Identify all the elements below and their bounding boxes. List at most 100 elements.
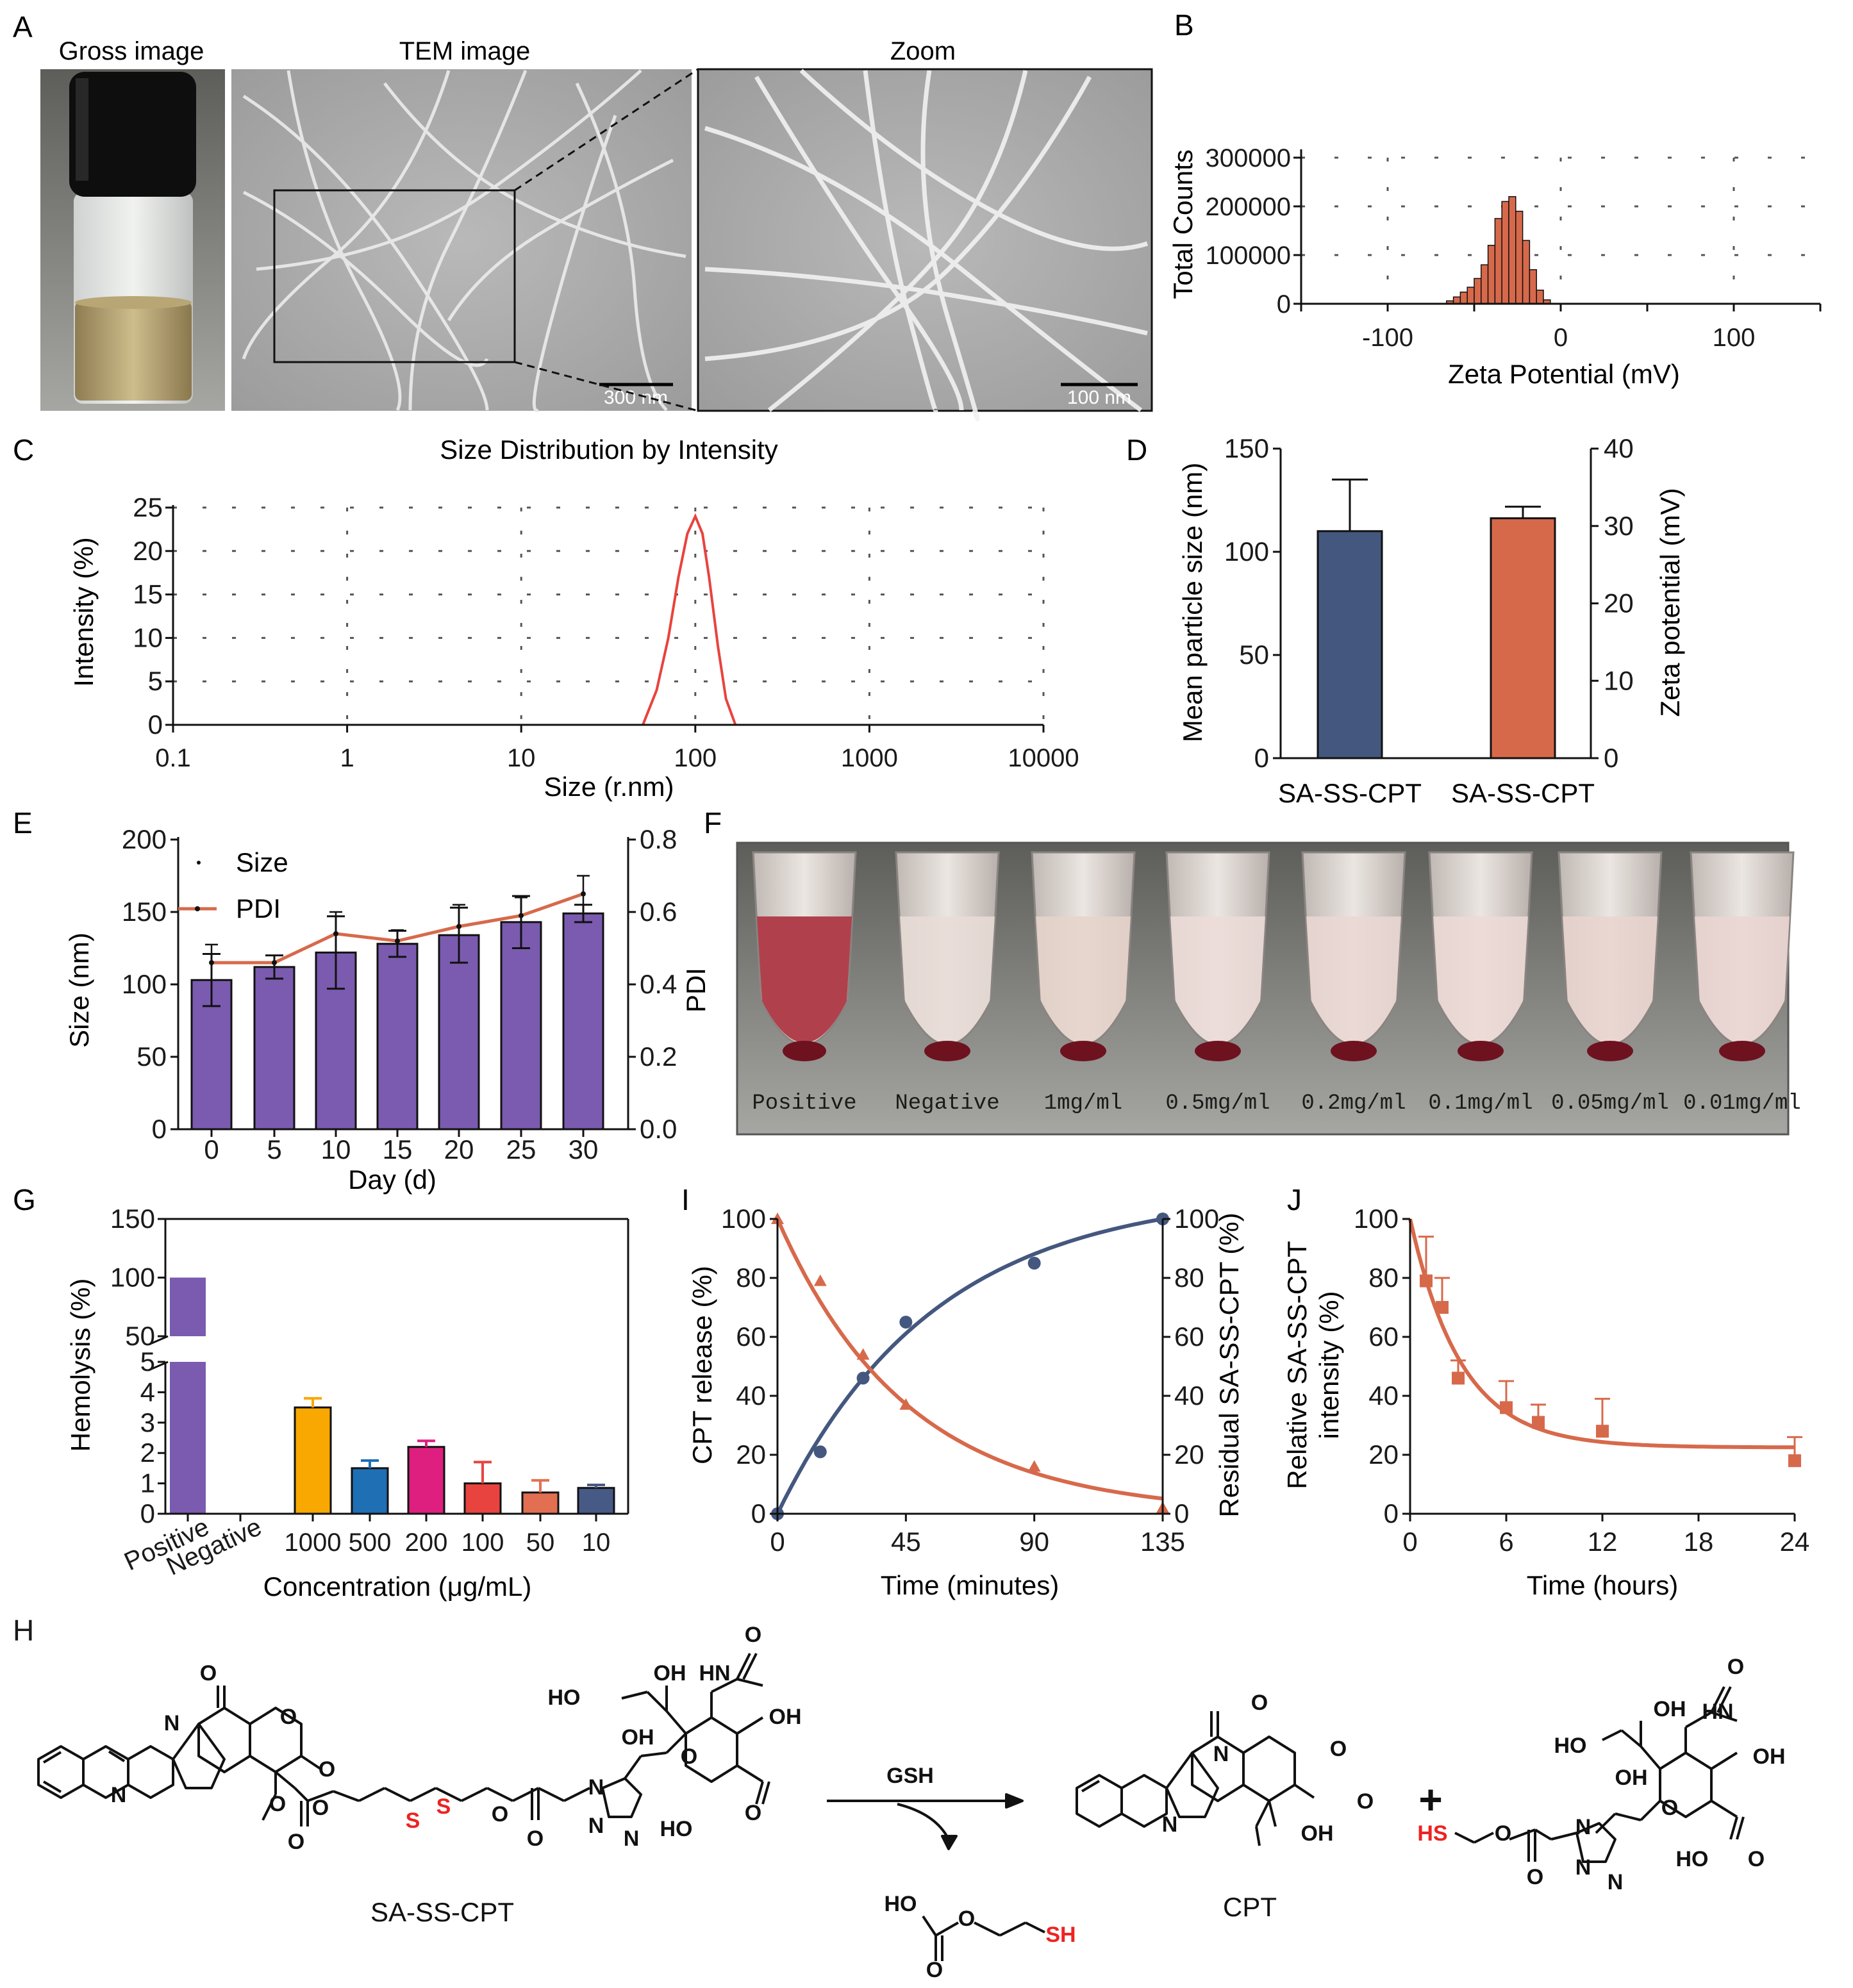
panel-a-title-gross: Gross image xyxy=(59,37,204,65)
reactant-label: SA-SS-CPT xyxy=(370,1897,514,1927)
panel-b-yticks: 0 100000 200000 300000 xyxy=(1206,144,1301,319)
panel-c-ytick-label-2: 10 xyxy=(133,622,163,652)
panel-i-plot xyxy=(771,1213,1169,1520)
panel-e-legend: Size PDI xyxy=(178,847,288,924)
panel-e-ytick-right-label-0: 0.0 xyxy=(640,1114,677,1144)
panel-i-ylabel-left: CPT release (%) xyxy=(687,1266,717,1464)
prod-atom-o-1: O xyxy=(1495,1821,1511,1846)
panel-e-ylabel-left: Size (nm) xyxy=(64,932,94,1048)
atom-s-1: S xyxy=(406,1809,420,1833)
panel-e-xtick-label-3: 15 xyxy=(383,1134,413,1164)
byproduct-o-1: O xyxy=(958,1907,975,1931)
panel-i-ytick-left-label-1: 20 xyxy=(736,1439,766,1470)
panel-e-xtick-label-4: 20 xyxy=(444,1134,474,1164)
panel-e-bar-5 xyxy=(500,921,542,1131)
panel-j-ytick-label-0: 0 xyxy=(1384,1498,1399,1528)
prod-atom-ho-1: HO xyxy=(1554,1734,1587,1758)
panel-i-xtick-label-0: 0 xyxy=(770,1527,785,1557)
zoom-image: 100 nm xyxy=(697,68,1153,422)
panel-b-xtick-label-2: 100 xyxy=(1713,324,1756,352)
panel-letter-j: J xyxy=(1287,1183,1302,1216)
panel-i-residual-point-4 xyxy=(1027,1460,1041,1472)
panel-j-ticks: 0 6 12 18 24 0 20 40 60 80 100 xyxy=(1354,1204,1809,1557)
panel-b-xtick-label-0: -100 xyxy=(1362,324,1413,352)
panel-b-bar-11 xyxy=(1522,240,1531,304)
panel-e-bar-3 xyxy=(376,943,419,1131)
panel-c-grid xyxy=(173,506,1045,725)
tube-liquid-7 xyxy=(1695,916,1790,1043)
panel-j-ytick-label-1: 20 xyxy=(1368,1439,1399,1470)
panel-e-pdi-point-3 xyxy=(395,938,400,944)
panel-g-ytick-high-label-0: 50 xyxy=(125,1321,155,1351)
atom-o-6: O xyxy=(288,1830,304,1854)
atom-n-3: N xyxy=(588,1775,604,1800)
panel-c-xtick-label-3: 100 xyxy=(674,744,717,772)
panel-j-plot xyxy=(1408,1218,1802,1468)
panel-b-xtick-label-1: 0 xyxy=(1554,324,1568,352)
tube-pellet-6 xyxy=(1587,1041,1633,1061)
atom-o-2: O xyxy=(280,1705,297,1729)
reagent-label: GSH xyxy=(886,1764,934,1788)
panel-j-ytick-label-5: 100 xyxy=(1354,1204,1399,1234)
panel-b-grid xyxy=(1301,156,1820,304)
byproduct-o-2: O xyxy=(926,1958,943,1982)
panel-i-ytick-left-label-5: 100 xyxy=(721,1204,766,1234)
panel-i-residual-point-2 xyxy=(856,1348,870,1360)
panel-g-bar-7 xyxy=(577,1487,615,1515)
tube-pellet-1 xyxy=(924,1041,970,1061)
panel-i-ylabel-right: Residual SA-SS-CPT (%) xyxy=(1214,1213,1244,1517)
panel-i-ytick-left-label-2: 40 xyxy=(736,1380,766,1411)
atom-n-2: N xyxy=(164,1711,180,1735)
product-cpt xyxy=(1076,1711,1315,1846)
panel-j-ylabel-2: intensity (%) xyxy=(1314,1291,1344,1439)
reactant-cpt-core xyxy=(37,1686,687,1826)
atom-s-2: S xyxy=(436,1794,451,1819)
panel-letter-i: I xyxy=(681,1183,690,1216)
prod-atom-hs: HS xyxy=(1417,1821,1447,1846)
panel-b-bar-3 xyxy=(1467,286,1475,304)
panel-e-pdi-point-0 xyxy=(209,960,214,966)
panel-j-point-5 xyxy=(1596,1425,1609,1438)
tem-scale-bar-label: 300 nm xyxy=(604,387,668,408)
panel-c-title: Size Distribution by Intensity xyxy=(440,435,778,465)
tube-label-6: 0.05mg/ml xyxy=(1551,1091,1669,1116)
panel-g-xtick-label-4: 200 xyxy=(405,1528,448,1557)
panel-g-bar-2 xyxy=(294,1406,332,1515)
panel-d-ytick-left-label-0: 0 xyxy=(1254,743,1269,773)
panel-i-residual-point-3 xyxy=(899,1398,913,1410)
panel-j-ytick-label-4: 80 xyxy=(1368,1263,1399,1293)
panel-b-ytick-label-2: 200000 xyxy=(1206,193,1291,221)
panel-a-title-tem: TEM image xyxy=(399,37,531,65)
panel-h: H xyxy=(13,1614,1745,1961)
panel-b-ytick-label-1: 100000 xyxy=(1206,242,1291,270)
panel-g-ytick-high-label-2: 150 xyxy=(110,1204,155,1234)
tube-liquid-1 xyxy=(900,916,995,1043)
atom-o-5: O xyxy=(312,1796,329,1820)
panel-j-xtick-label-4: 24 xyxy=(1780,1527,1810,1557)
panel-b-bar-5 xyxy=(1481,264,1489,304)
tube-label-2: 1mg/ml xyxy=(1044,1091,1122,1116)
panel-a-title-zoom: Zoom xyxy=(890,37,956,65)
panel-g-bar-3 xyxy=(351,1467,389,1515)
panel-j-ytick-label-2: 40 xyxy=(1368,1380,1399,1411)
panel-h-labels: SA-SS-CPT CPT GSH + N N O O O O O O S S … xyxy=(111,1623,1786,1982)
panel-j-fit-curve xyxy=(1408,1218,1795,1450)
panel-letter-g: G xyxy=(13,1183,36,1216)
panel-i-ytick-right-label-4: 80 xyxy=(1174,1263,1204,1293)
atom-n-5: N xyxy=(624,1826,640,1851)
cpt-atom-n-1: N xyxy=(1162,1812,1178,1837)
panel-b-ylabel: Total Counts xyxy=(1168,149,1198,299)
panel-g-bar-4 xyxy=(407,1446,445,1515)
panel-e-bar-6 xyxy=(562,912,604,1131)
atom-ho-2: HO xyxy=(660,1817,693,1841)
panel-c-ytick-label-1: 5 xyxy=(148,666,163,696)
tube-label-5: 0.1mg/ml xyxy=(1428,1091,1533,1116)
atom-o-10: O xyxy=(745,1623,761,1647)
panel-c-ytick-label-3: 15 xyxy=(133,579,163,609)
panel-i-residual-point-1 xyxy=(813,1274,827,1286)
panel-e-bar-4 xyxy=(438,934,480,1131)
product-label: CPT xyxy=(1223,1892,1277,1922)
panel-j-xtick-label-0: 0 xyxy=(1402,1527,1417,1557)
panel-g-ylabel: Hemolysis (%) xyxy=(65,1279,96,1452)
